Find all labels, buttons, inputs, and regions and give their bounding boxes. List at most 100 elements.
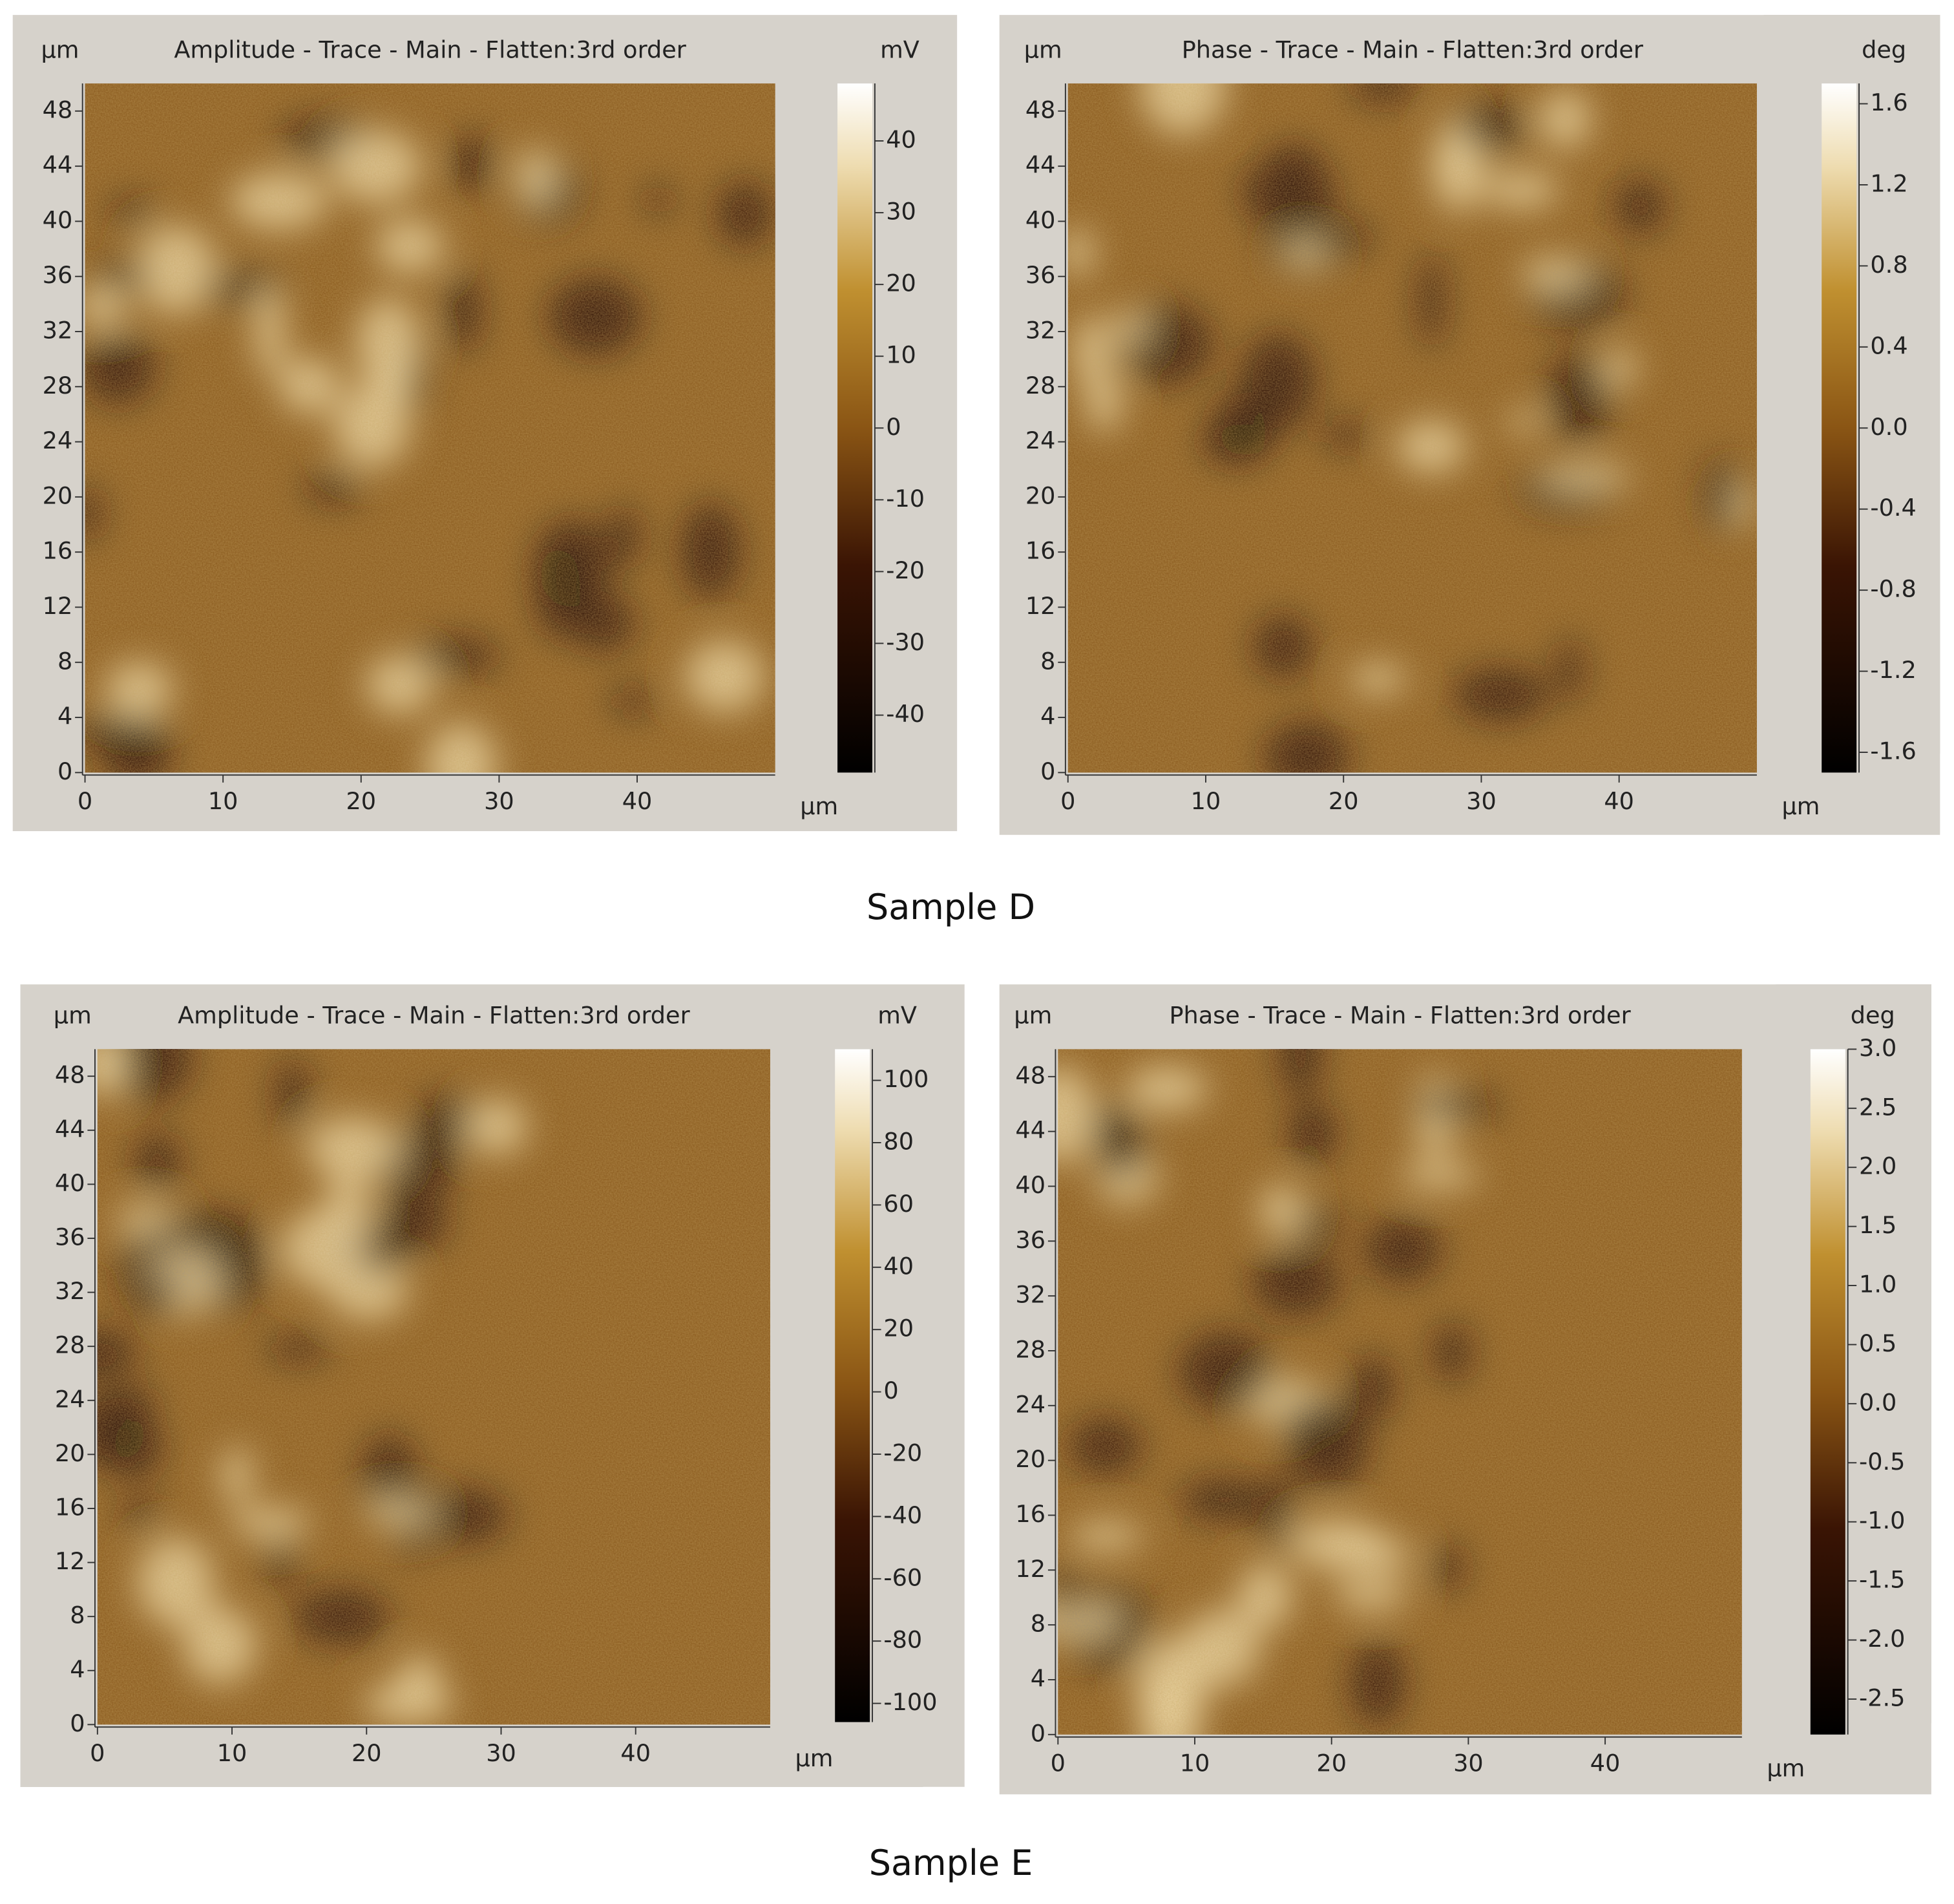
y-tick-label: 48: [55, 1061, 85, 1089]
colorbar-tick-label: -0.5: [1859, 1448, 1905, 1476]
x-tick-label: 10: [208, 787, 238, 815]
y-tick-label: 20: [1025, 481, 1056, 509]
y-tick-label: 16: [1015, 1500, 1045, 1528]
y-tick-label: 32: [1015, 1281, 1045, 1309]
colorbar-tick-label: -60: [883, 1563, 922, 1591]
colorbar-tick-label: -1.5: [1859, 1566, 1905, 1594]
x-unit: μm: [1781, 792, 1820, 820]
colorbar-tick-label: 0.0: [1859, 1388, 1896, 1416]
y-tick-label: 8: [1040, 647, 1055, 675]
y-tick-label: 36: [55, 1223, 85, 1251]
y-tick-label: 0: [58, 757, 72, 785]
x-tick-label: 10: [1191, 787, 1221, 815]
colorbar-tick-label: 0.8: [1870, 251, 1907, 279]
chart-title: Amplitude - Trace - Main - Flatten:3rd o…: [178, 1002, 690, 1030]
colorbar-tick-label: 0.0: [1870, 413, 1907, 441]
y-tick-label: 4: [70, 1655, 85, 1683]
caption: Sample D: [867, 887, 1035, 927]
x-tick-label: 40: [1604, 787, 1634, 815]
y-tick-label: 28: [1015, 1335, 1045, 1363]
colorbar-tick-label: -2.5: [1859, 1684, 1905, 1711]
y-tick-label: 20: [43, 481, 73, 509]
colorbar-tick-label: 20: [886, 270, 916, 297]
y-tick-label: 48: [1015, 1061, 1045, 1089]
colorbar-tick-label: 2.5: [1859, 1093, 1896, 1121]
colorbar-tick-label: 60: [883, 1190, 914, 1218]
y-unit: μm: [54, 1002, 92, 1030]
colorbar-unit: mV: [877, 1002, 917, 1030]
y-tick-label: 48: [43, 96, 73, 123]
x-tick-label: 30: [1466, 787, 1497, 815]
y-tick-label: 44: [1015, 1116, 1045, 1144]
y-tick-label: 36: [43, 261, 73, 289]
x-tick-label: 0: [1060, 787, 1075, 815]
colorbar-tick-label: 10: [886, 341, 916, 369]
chart-title: Phase - Trace - Main - Flatten:3rd order: [1182, 36, 1644, 64]
colorbar-tick-label: 80: [883, 1127, 914, 1155]
colorbar-tick-label: -80: [883, 1626, 922, 1654]
y-tick-label: 12: [55, 1547, 85, 1575]
colorbar-unit: deg: [1851, 1002, 1895, 1030]
y-tick-label: 4: [58, 703, 72, 730]
x-tick-label: 10: [217, 1739, 247, 1767]
y-unit: μm: [1014, 1002, 1052, 1030]
y-tick-label: 24: [1015, 1390, 1045, 1418]
colorbar-tick-label: 1.5: [1859, 1211, 1896, 1239]
image: [1058, 1049, 1742, 1735]
y-tick-label: 12: [1025, 592, 1056, 620]
y-tick-label: 16: [1025, 537, 1056, 565]
y-tick-label: 36: [1025, 261, 1056, 289]
chart-title: Amplitude - Trace - Main - Flatten:3rd o…: [174, 36, 686, 64]
colorbar-tick-label: -30: [886, 628, 925, 656]
x-tick-label: 20: [352, 1739, 382, 1767]
y-tick-label: 24: [55, 1385, 85, 1413]
y-tick-label: 44: [55, 1115, 85, 1143]
colorbar-tick-label: -2.0: [1859, 1625, 1905, 1653]
colorbar-tick-label: -1.0: [1859, 1507, 1905, 1534]
colorbar-tick-label: 1.2: [1870, 169, 1907, 197]
x-tick-label: 0: [1051, 1750, 1066, 1777]
x-tick-label: 10: [1180, 1750, 1210, 1777]
x-tick-label: 40: [620, 1739, 651, 1767]
colorbar-tick-label: 40: [883, 1252, 914, 1280]
y-tick-label: 20: [1015, 1445, 1045, 1473]
colorbar: [837, 83, 873, 773]
colorbar-tick-label: -100: [883, 1688, 937, 1716]
image: [85, 83, 775, 773]
y-tick-label: 40: [43, 206, 73, 234]
colorbar: [1822, 83, 1857, 773]
colorbar-tick-label: -1.6: [1870, 737, 1916, 765]
colorbar-tick-label: -40: [886, 700, 925, 728]
x-tick-label: 30: [1453, 1750, 1484, 1777]
caption: Sample E: [869, 1843, 1033, 1883]
x-unit: μm: [795, 1744, 834, 1772]
noise: [1058, 1049, 1742, 1735]
colorbar-tick-label: 0.4: [1870, 332, 1907, 359]
x-tick-label: 30: [486, 1739, 516, 1767]
y-tick-label: 28: [43, 372, 73, 399]
x-tick-label: 20: [1329, 787, 1359, 815]
y-tick-label: 12: [1015, 1555, 1045, 1583]
image: [97, 1049, 770, 1725]
y-tick-label: 24: [1025, 427, 1056, 454]
y-tick-label: 28: [55, 1331, 85, 1359]
colorbar: [1810, 1049, 1845, 1735]
y-tick-label: 48: [1025, 96, 1056, 123]
y-tick-label: 32: [1025, 317, 1056, 344]
x-tick-label: 0: [90, 1739, 105, 1767]
colorbar-unit: mV: [880, 36, 919, 64]
x-tick-label: 20: [1316, 1750, 1347, 1777]
y-tick-label: 32: [43, 317, 73, 344]
y-tick-label: 44: [43, 151, 73, 179]
y-unit: μm: [1024, 36, 1062, 64]
x-unit: μm: [1767, 1754, 1805, 1782]
y-tick-label: 0: [1031, 1719, 1045, 1747]
x-tick-label: 0: [78, 787, 92, 815]
y-tick-label: 16: [55, 1493, 85, 1521]
colorbar-tick-label: -40: [883, 1501, 922, 1529]
colorbar-tick-label: 0: [886, 413, 901, 441]
y-tick-label: 36: [1015, 1226, 1045, 1254]
y-tick-label: 28: [1025, 372, 1056, 399]
noise: [85, 83, 775, 773]
colorbar-tick-label: 3.0: [1859, 1034, 1896, 1062]
